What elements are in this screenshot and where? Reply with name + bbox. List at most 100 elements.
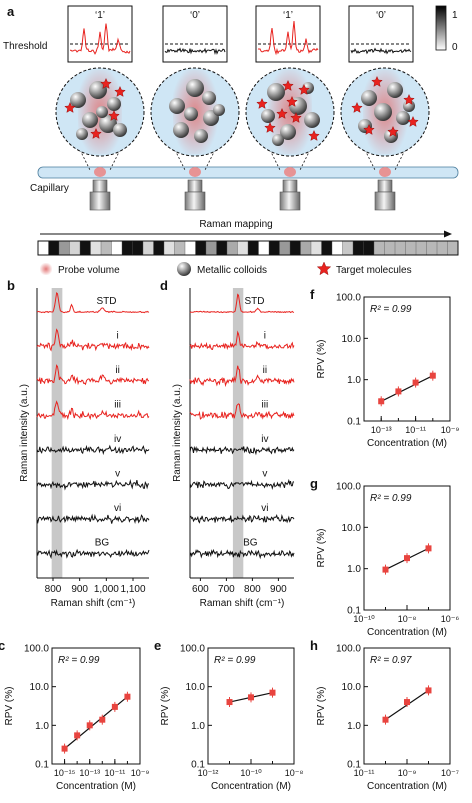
y-tick-label: 1.0: [191, 721, 205, 732]
threshold-signal: [350, 47, 412, 55]
colloid: [89, 81, 107, 99]
fit-line: [380, 375, 434, 402]
objective-tip: [282, 179, 298, 193]
x-tick-label: 10⁻⁹: [131, 768, 150, 778]
panel-letter-h: h: [310, 638, 318, 653]
barcode-cell: [79, 240, 92, 256]
threshold-signal: [70, 23, 131, 55]
barcode-cell: [184, 240, 197, 256]
spectrum-label-iv: iv: [114, 434, 121, 445]
objective-body: [89, 191, 111, 211]
r-squared-label: R² = 0.99: [58, 655, 100, 666]
panel-h: h 0.1 1.0 10.0 100.0 10⁻¹¹ 10⁻⁹ 10⁻⁷ RPV (%) Conc…: [310, 638, 459, 792]
spectrum-ii: [189, 365, 295, 388]
target-molecule: [282, 79, 294, 91]
spectrum-vi: [189, 513, 295, 524]
highlight-band: [51, 288, 63, 578]
y-axis-label: Raman intensity (a.u.): [19, 384, 30, 482]
panel-e: e 0.1 1.0 10.0 100.0 10⁻¹² 10⁻¹⁰ 10⁻⁸ RPV (%) Con…: [154, 638, 303, 792]
x-tick-label: 10⁻⁶: [441, 614, 460, 624]
spectrum-label-STD: STD: [96, 296, 116, 307]
data-point: [429, 372, 436, 379]
x-tick-label: 10⁻⁹: [441, 425, 460, 435]
barcode-cell: [352, 240, 365, 256]
barcode-cell: [394, 240, 407, 256]
y-tick-label: 0.1: [347, 760, 361, 771]
spectrum-label-STD: STD: [244, 296, 264, 307]
colloid: [76, 128, 88, 140]
y-tick-label: 10.0: [30, 682, 50, 693]
x-tick-label: 800: [244, 584, 261, 595]
barcode-cell: [90, 240, 102, 256]
barcode-cell: [174, 240, 186, 256]
panel-f: f 0.1 1.0 10.0 100.0 10⁻¹³ 10⁻¹¹ 10⁻⁹ RPV (%) Con…: [310, 287, 459, 449]
probe-circle-4: [340, 67, 430, 211]
y-tick-label: 0.1: [347, 606, 361, 617]
threshold-signal: [164, 47, 226, 56]
plot-frame: [363, 485, 451, 611]
barcode-cell: [247, 240, 260, 256]
colloid: [213, 104, 225, 116]
data-point: [378, 398, 385, 405]
colloid: [96, 106, 108, 118]
plot-frame: [363, 296, 451, 422]
panel-letter-e: e: [154, 638, 161, 653]
barcode-cell: [310, 240, 323, 256]
legend-probe-swatch: [40, 263, 52, 275]
y-axis-label: RPV (%): [316, 529, 327, 568]
spectrum-v: [189, 478, 295, 491]
spectrum-v: [36, 479, 150, 491]
digit-label: ‘0’: [376, 10, 386, 21]
barcode-cell: [163, 240, 176, 256]
r-squared-label: R² = 0.97: [370, 655, 412, 666]
spectrum-label-ii: ii: [115, 365, 119, 376]
y-tick-label: 1.0: [347, 721, 361, 732]
spectrum-vi: [36, 513, 150, 524]
data-point: [74, 732, 81, 739]
colloid: [107, 97, 121, 111]
colloid: [280, 124, 296, 140]
barcode-cell: [100, 240, 113, 256]
x-tick-label: 10⁻⁸: [398, 614, 417, 624]
x-axis-label: Concentration (M): [211, 781, 291, 792]
legend: Probe volume Metallic colloids Target mole…: [40, 261, 412, 276]
x-tick-label: 10⁻¹²: [198, 768, 219, 778]
target-molecule: [108, 109, 120, 121]
barcode-cell: [405, 240, 417, 256]
y-tick-label: 1.0: [347, 564, 361, 575]
target-molecule: [351, 101, 363, 113]
objective-body: [374, 191, 396, 211]
spectrum-BG: [189, 548, 295, 560]
barcode-cell: [142, 240, 155, 256]
x-tick-label: 10⁻¹³: [79, 768, 100, 778]
panel-b: b Raman intensity (a.u.) Raman shift (cm⁻¹…: [7, 278, 150, 609]
spectrum-label-vi: vi: [261, 503, 268, 514]
barcode-cell: [48, 240, 60, 256]
data-point: [226, 699, 233, 706]
colloid: [396, 111, 410, 125]
barcode-cell: [426, 240, 438, 256]
y-tick-label: 100.0: [336, 482, 361, 493]
colloid: [261, 109, 275, 123]
barcode-cell: [415, 240, 428, 256]
digit-label: ‘1’: [283, 10, 293, 21]
objective-tip: [92, 179, 108, 193]
x-axis-label: Concentration (M): [367, 781, 447, 792]
legend-target-swatch: [316, 261, 332, 276]
data-point: [61, 745, 68, 752]
target-molecule: [264, 121, 276, 133]
target-molecule: [290, 111, 302, 123]
y-axis-label: Raman intensity (a.u.): [172, 384, 183, 482]
r-squared-label: R² = 0.99: [370, 493, 412, 504]
data-point: [404, 699, 410, 706]
spectrum-STD: [36, 292, 150, 314]
data-point: [124, 693, 131, 700]
x-axis-label: Raman shift (cm⁻¹): [51, 598, 136, 609]
threshold-signal: [257, 21, 319, 56]
colloid: [387, 82, 403, 98]
panel-letter-c: c: [0, 638, 5, 653]
digit-label: ‘0’: [190, 10, 200, 21]
panel-letter-d: d: [160, 278, 168, 293]
barcode-cell: [37, 240, 50, 256]
